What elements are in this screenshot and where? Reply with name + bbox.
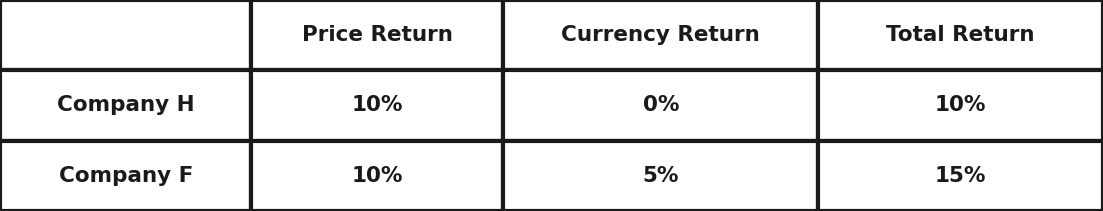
Text: 10%: 10% [352, 95, 403, 115]
Bar [503, 0, 818, 70]
Bar [818, 0, 1103, 70]
Bar [251, 0, 503, 70]
Text: 15%: 15% [935, 166, 986, 186]
Bar [0, 141, 251, 211]
Bar [818, 70, 1103, 141]
Text: Company F: Company F [58, 166, 193, 186]
Bar [0, 0, 251, 70]
Text: 10%: 10% [352, 166, 403, 186]
Bar [503, 70, 818, 141]
Text: 5%: 5% [643, 166, 678, 186]
Text: 0%: 0% [643, 95, 678, 115]
Text: Currency Return: Currency Return [561, 25, 760, 45]
Bar [0, 70, 251, 141]
Bar [818, 141, 1103, 211]
Bar [503, 141, 818, 211]
Text: Total Return: Total Return [887, 25, 1035, 45]
Bar [251, 141, 503, 211]
Text: 10%: 10% [935, 95, 986, 115]
Text: Company H: Company H [57, 95, 194, 115]
Text: Price Return: Price Return [302, 25, 452, 45]
Bar [251, 70, 503, 141]
